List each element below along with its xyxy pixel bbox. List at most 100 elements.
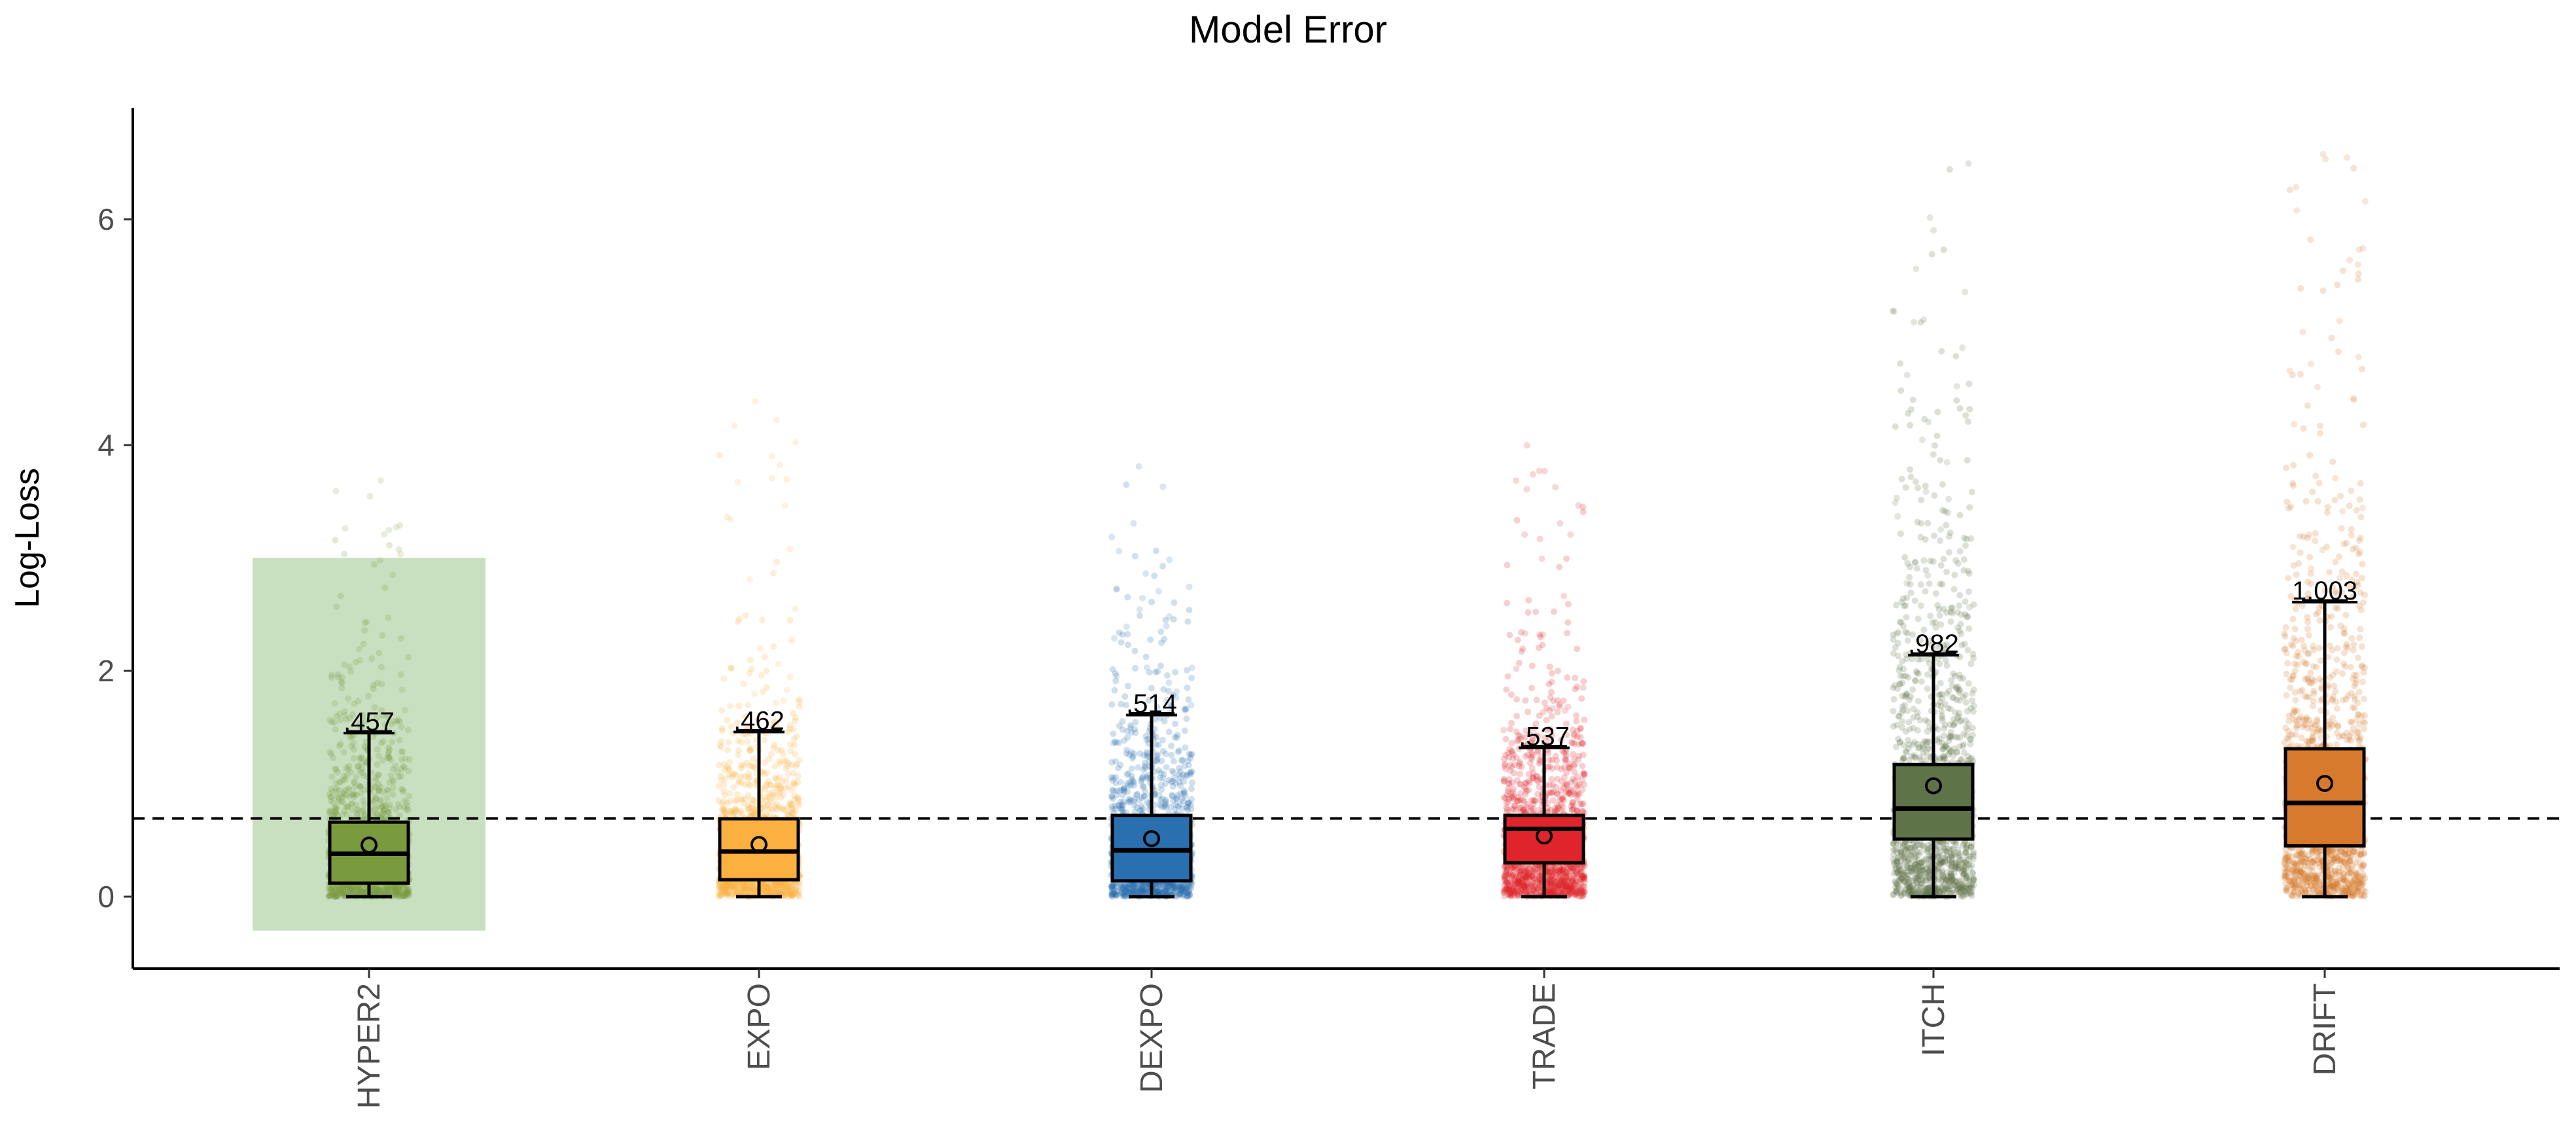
jitter-point [783,777,790,783]
jitter-point [1129,766,1135,772]
jitter-point [405,654,412,660]
jitter-point [740,681,747,687]
jitter-point [735,752,741,759]
jitter-point [749,762,756,769]
jitter-point [403,806,410,813]
jitter-point [359,765,365,772]
jitter-point [1178,757,1185,764]
outlier-point [775,661,782,668]
jitter-point [351,746,357,753]
outlier-point [782,503,788,509]
jitter-point [1132,886,1138,893]
jitter-point [1154,668,1161,675]
jitter-point [361,802,368,808]
outlier-point [773,417,780,423]
jitter-point [1166,728,1173,735]
jitter-point [796,893,802,900]
jitter-point [1159,563,1166,569]
outlier-point [1144,664,1150,671]
outlier-point [792,439,799,446]
jitter-point [716,886,722,893]
jitter-point [1108,774,1115,781]
jitter-point [1126,799,1133,806]
jitter-point [1180,887,1186,894]
jitter-point [739,880,745,887]
jitter-point [1134,791,1140,798]
jitter-point [1124,771,1131,778]
jitter-point [399,749,406,755]
jitter-point [397,718,403,725]
jitter-point [1188,785,1195,792]
jitter-point [1108,759,1115,766]
jitter-point [332,537,339,543]
jitter-point [1157,628,1164,635]
jitter-point [1185,696,1191,703]
jitter-point [728,665,735,672]
jitter-point [1174,883,1181,889]
outlier-point [784,687,790,693]
jitter-point [1574,645,1580,652]
jitter-point [376,650,382,656]
jitter-point [741,889,747,896]
jitter-point [776,789,783,795]
jitter-point [375,772,381,778]
jitter-point [341,749,347,755]
jitter-point [374,746,381,753]
jitter-point [1184,757,1191,764]
jitter-point [726,739,732,745]
jitter-point [1140,783,1146,789]
jitter-point [747,656,754,663]
jitter-point [1118,639,1125,646]
outlier-point [357,657,363,664]
jitter-point [338,685,345,691]
jitter-point [1553,753,1559,760]
jitter-point [372,793,379,799]
jitter-point [398,724,404,730]
jitter-point [1144,799,1150,806]
jitter-point [1171,758,1177,764]
jitter-point [718,708,725,714]
jitter-point [379,803,386,810]
outlier-point [378,477,384,484]
jitter-point [1118,701,1124,708]
jitter-point [745,802,751,808]
outlier-point [377,557,383,564]
jitter-point [379,886,386,893]
outlier-point [332,700,338,707]
jitter-point [347,769,354,776]
jitter-point [1163,764,1170,770]
jitter-point [386,805,393,812]
jitter-point [379,632,385,639]
outlier-point [1186,584,1193,590]
jitter-point [762,771,768,778]
jitter-point [353,802,360,808]
jitter-point [1115,765,1121,772]
jitter-point [792,751,798,757]
jitter-point [378,783,384,790]
jitter-point [787,617,794,624]
jitter-point [328,785,334,792]
jitter-point [398,635,404,641]
jitter-point [764,684,770,690]
jitter-point [1181,789,1188,796]
outlier-point [1166,613,1173,620]
jitter-point [1142,889,1149,895]
outlier-point [389,571,396,578]
jitter-point [1184,685,1191,691]
outlier-point [1166,556,1173,563]
jitter-point [777,761,783,767]
jitter-point [721,761,728,768]
outlier-point [1136,463,1142,470]
jitter-point [355,698,362,704]
jitter-point [361,808,367,814]
jitter-point [396,774,402,780]
jitter-point [1507,726,1513,732]
jitter-point [1144,753,1150,760]
outlier-point [1163,623,1170,630]
jitter-point [1132,553,1138,560]
jitter-point [1565,601,1572,607]
jitter-point [332,726,339,733]
jitter-point [1169,752,1175,759]
jitter-point [1137,750,1143,757]
